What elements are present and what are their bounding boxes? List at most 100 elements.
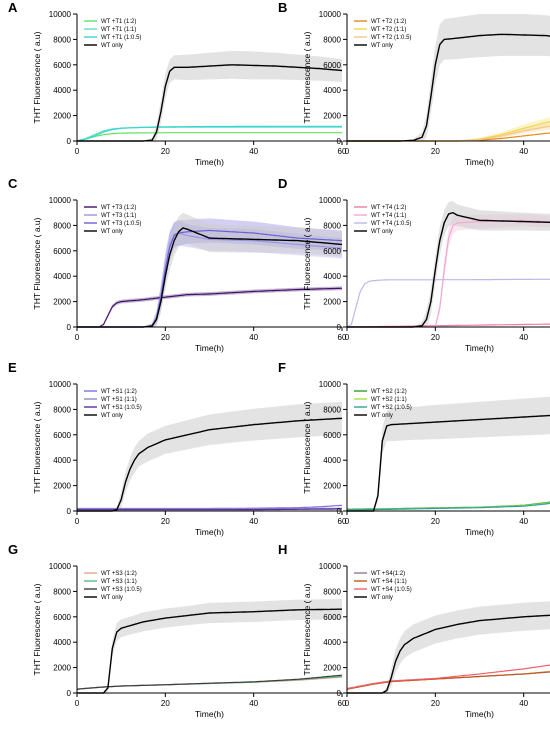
y-tick-label: 2000	[53, 482, 71, 491]
legend-label: WT +T1 (1:0.5)	[101, 35, 141, 41]
legend: WT +S3 (1:2) WT +S3 (1:1) WT +S3 (1:0.5) WT…	[84, 571, 142, 601]
y-tick-label: 10000	[49, 562, 72, 571]
legend-label: WT +T4 (1:0.5)	[371, 221, 411, 227]
y-tick-label: 2000	[323, 664, 341, 673]
x-tick-label: 0	[75, 147, 80, 156]
x-tick-label: 60	[338, 517, 347, 526]
legend-label: WT +T1 (1:2)	[101, 19, 136, 25]
legend-label: WT +T2 (1:2)	[371, 19, 406, 25]
legend-label: WT +S1 (1:0.5)	[101, 405, 142, 411]
y-tick-label: 8000	[323, 587, 341, 596]
legend-label: WT +S3 (1:2)	[101, 571, 137, 577]
y-axis-label: THT Fluorescence ( a.u)	[32, 401, 42, 493]
legend: WT +T2 (1:2) WT +T2 (1:1) WT +T2 (1:0.5) WT…	[354, 19, 411, 49]
y-axis-label: THT Fluorescence ( a.u)	[302, 401, 312, 493]
legend-label: WT only	[101, 413, 123, 419]
x-axis-label: Time(h)	[465, 157, 494, 167]
x-tick-label: 40	[249, 333, 258, 342]
x-axis-label: Time(h)	[195, 343, 224, 353]
y-tick-label: 6000	[323, 431, 341, 440]
y-tick-label: 4000	[53, 272, 71, 281]
x-tick-label: 20	[161, 699, 170, 708]
legend-label: WT +T4 (1:1)	[371, 213, 406, 219]
legend: WT +T4 (1:2) WT +T4 (1:1) WT +T4 (1:0.5) WT…	[354, 205, 411, 235]
y-tick-label: 4000	[323, 272, 341, 281]
legend-label: WT +T3 (1:2)	[101, 205, 136, 211]
y-tick-label: 10000	[319, 562, 342, 571]
y-axis-label: THT Fluorescence ( a.u)	[32, 31, 42, 123]
y-tick-label: 6000	[323, 61, 341, 70]
legend-label: WT +T3 (1:1)	[101, 213, 136, 219]
y-tick-label: 10000	[319, 380, 342, 389]
y-axis-label: THT Fluorescence ( a.u)	[302, 31, 312, 123]
panel-letter: F	[278, 360, 286, 375]
x-tick-label: 0	[75, 517, 80, 526]
legend-label: WT +S4 (1:0.5)	[371, 587, 412, 593]
y-tick-label: 6000	[53, 613, 71, 622]
x-tick-label: 40	[249, 517, 258, 526]
y-tick-label: 4000	[323, 638, 341, 647]
legend-label: WT +S1 (1:2)	[101, 389, 137, 395]
error-band	[347, 396, 550, 511]
legend-label: WT +T2 (1:1)	[371, 27, 406, 33]
series-line	[77, 508, 342, 511]
legend-label: WT only	[101, 229, 123, 235]
y-tick-label: 2000	[323, 112, 341, 121]
x-tick-label: 0	[75, 699, 80, 708]
y-axis-label: THT Fluorescence ( a.u)	[302, 217, 312, 309]
y-tick-label: 10000	[319, 10, 342, 19]
chart-panel-h: H 0 2000 4000 6000 8000 10000 0 20 40 60 Time(h) THT…	[278, 542, 550, 719]
panel-letter: C	[8, 176, 18, 191]
series-line	[347, 502, 550, 511]
y-tick-label: 6000	[53, 431, 71, 440]
legend: WT +S1 (1:2) WT +S1 (1:1) WT +S1 (1:0.5) WT…	[84, 389, 142, 419]
series-line	[76, 125, 342, 142]
chart-panel-b: B 0 2000 4000 6000 8000 10000 0 20 40 60 Time(h) THT…	[278, 0, 550, 167]
y-tick-label: 0	[67, 507, 72, 516]
legend-label: WT +S4(1:2)	[371, 571, 405, 577]
x-tick-label: 20	[431, 517, 440, 526]
legend-label: WT +T2 (1:0.5)	[371, 35, 411, 41]
y-tick-label: 2000	[323, 482, 341, 491]
legend-label: WT only	[371, 413, 393, 419]
series-line	[77, 608, 342, 694]
x-tick-label: 20	[431, 147, 440, 156]
panel-letter: D	[278, 176, 287, 191]
panel-letter: E	[8, 360, 17, 375]
y-tick-label: 10000	[49, 10, 72, 19]
legend-label: WT +S1 (1:1)	[101, 397, 137, 403]
legend-label: WT +S3 (1:1)	[101, 579, 137, 585]
x-tick-label: 40	[519, 147, 528, 156]
y-tick-label: 6000	[323, 613, 341, 622]
series-line	[347, 414, 550, 512]
y-axis-label: THT Fluorescence ( a.u)	[302, 583, 312, 675]
series-line	[76, 132, 342, 142]
x-tick-label: 0	[345, 333, 350, 342]
chart-panel-g: G 0 2000 4000 6000 8000 10000 0 20 40 60 Time(h) THT…	[8, 542, 347, 719]
series-line	[346, 664, 550, 690]
y-tick-label: 8000	[53, 587, 71, 596]
chart-panel-d: D 0 2000 4000 6000 8000 10000 0 20 40 60 Time(h) THT…	[278, 176, 550, 353]
legend: WT +S2 (1:2) WT +S2 (1:1) WT +S2 (1:0.5) WT…	[354, 389, 412, 419]
chart-panel-f: F 0 2000 4000 6000 8000 10000 0 20 40 60 Time(h) THT…	[278, 360, 550, 537]
y-tick-label: 8000	[323, 221, 341, 230]
y-tick-label: 2000	[53, 664, 71, 673]
legend-label: WT +T3 (1:0.5)	[101, 221, 141, 227]
y-axis-label: THT Fluorescence ( a.u)	[32, 217, 42, 309]
y-tick-label: 4000	[53, 638, 71, 647]
y-tick-label: 10000	[49, 196, 72, 205]
error-band	[77, 50, 342, 141]
y-axis-label: THT Fluorescence ( a.u)	[32, 583, 42, 675]
x-axis-label: Time(h)	[195, 527, 224, 537]
legend-label: WT only	[371, 43, 393, 49]
y-tick-label: 8000	[53, 405, 71, 414]
x-tick-label: 20	[431, 333, 440, 342]
y-tick-label: 8000	[323, 405, 341, 414]
y-tick-label: 0	[337, 137, 342, 146]
legend: WT +T1 (1:2) WT +T1 (1:1) WT +T1 (1:0.5) WT…	[84, 19, 141, 49]
y-tick-label: 6000	[53, 61, 71, 70]
x-tick-label: 0	[345, 147, 350, 156]
series-line	[346, 278, 550, 328]
series-line	[77, 504, 343, 510]
